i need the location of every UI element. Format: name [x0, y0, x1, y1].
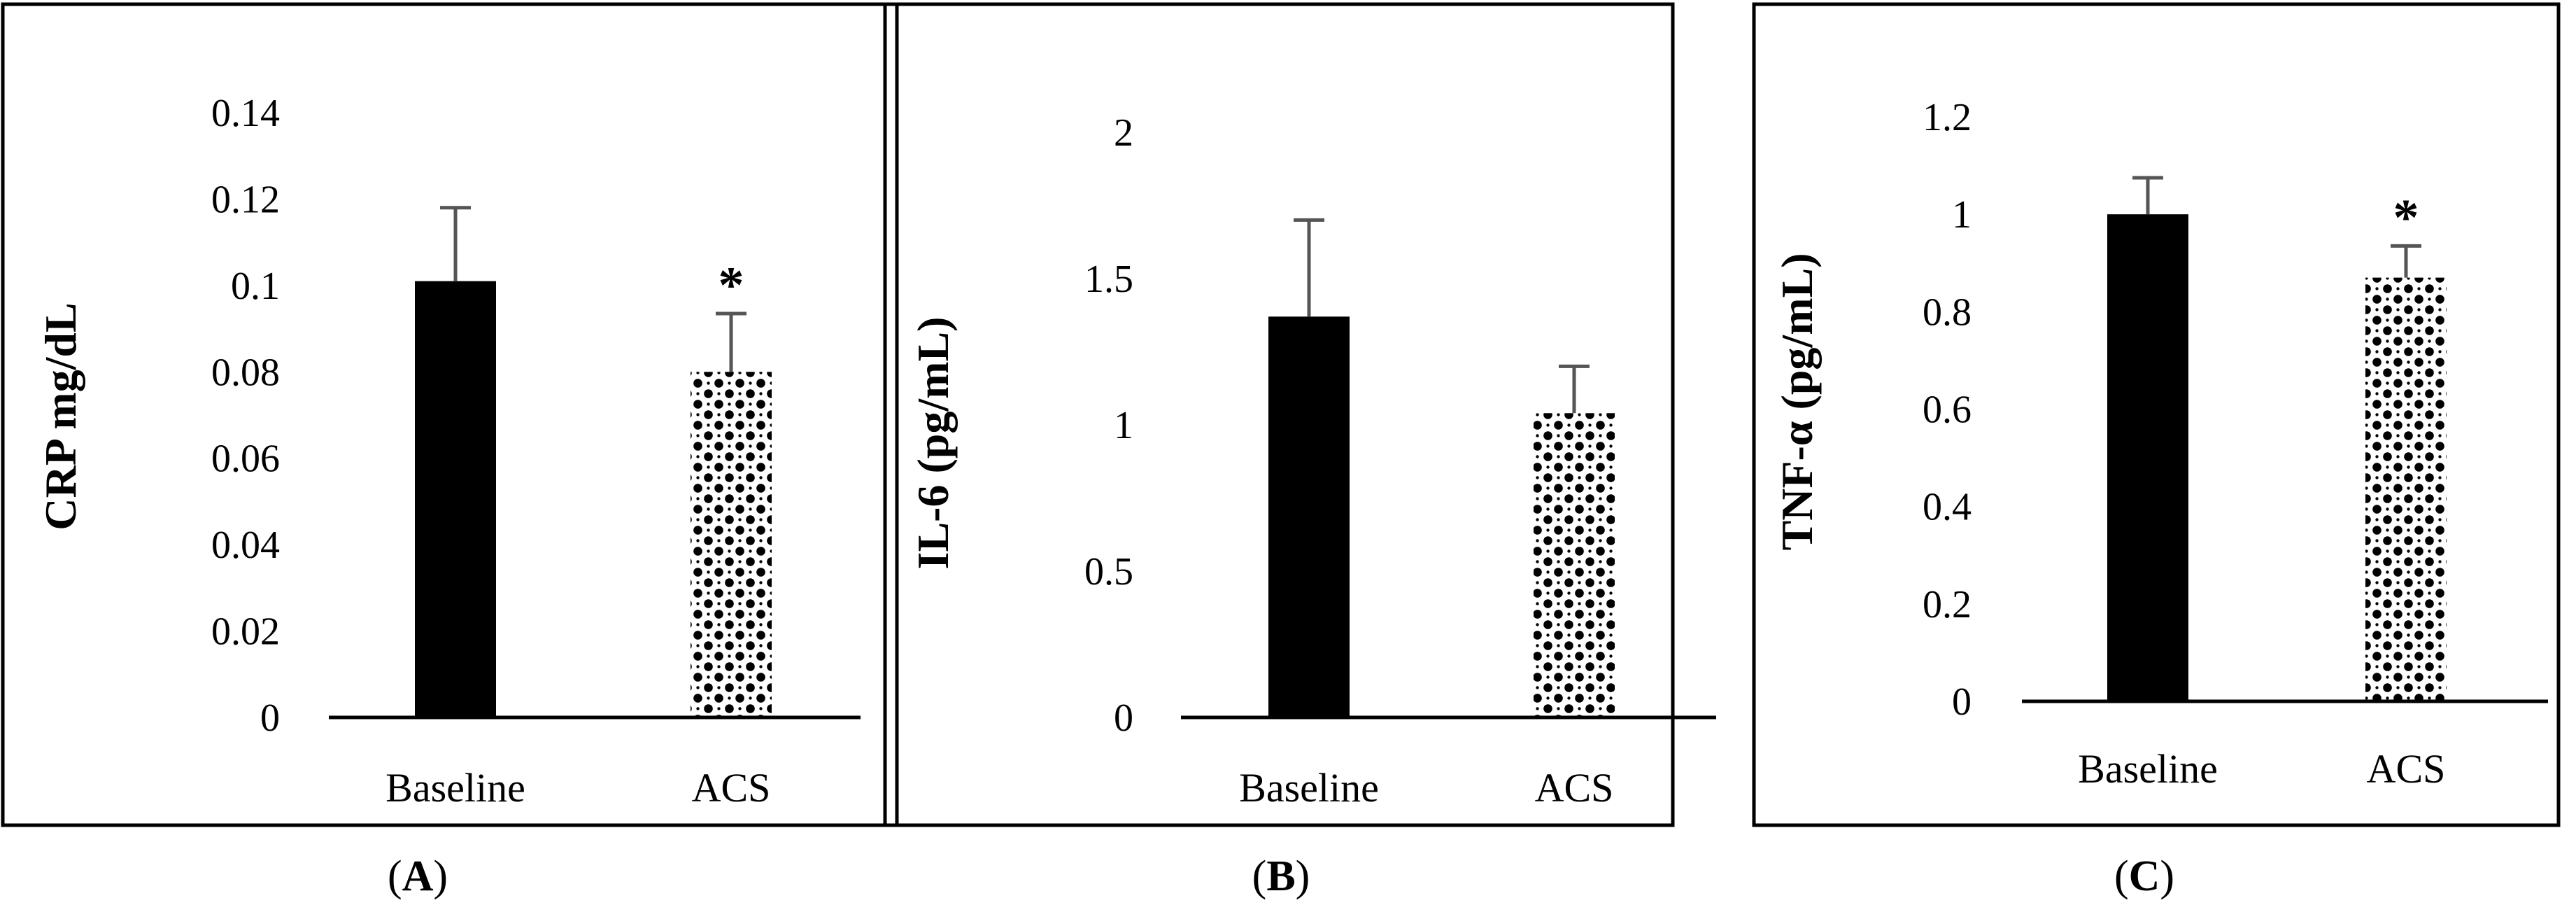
y-tick-label: 0.8 [1923, 290, 1972, 334]
y-tick-label: 0.02 [211, 610, 280, 654]
significance-marker: * [719, 257, 744, 314]
x-category-label: Baseline [1239, 765, 1379, 811]
bar-acs [1534, 413, 1615, 717]
x-category-label: Baseline [2078, 746, 2218, 792]
panel-frame [1752, 2, 2561, 827]
significance-marker: * [2393, 189, 2419, 246]
y-tick-label: 0.1 [231, 265, 280, 308]
chart-panel-b: 0 0.5 1 1.5 2 IL-6 (pg/mL) Baseline ACS [883, 2, 1716, 827]
y-tick-label: 0.6 [1923, 388, 1972, 432]
bar-acs [2365, 277, 2447, 701]
panel-letter: B [1266, 853, 1295, 900]
y-axis-title: TNF-α (pg/mL) [1772, 253, 1822, 550]
y-tick-label: 2 [1114, 111, 1133, 155]
x-category-label: Baseline [385, 765, 525, 811]
y-tick-label: 1 [1952, 193, 1972, 237]
chart-panel-a: 0 0.02 0.04 0.06 0.08 0.1 0.12 0.14 CRP mg/dL Bas… [1, 2, 899, 827]
y-tick-label: 0.2 [1923, 583, 1972, 626]
bar-baseline [1268, 316, 1350, 718]
y-tick-label: 0 [260, 696, 280, 740]
y-axis-title: CRP mg/dL [36, 302, 85, 530]
panel-frame [1, 2, 899, 827]
y-tick-label: 0 [1952, 680, 1972, 724]
panel-caption: (C) [2114, 853, 2174, 900]
y-tick-label: 0.06 [211, 437, 280, 481]
y-tick-label: 0.14 [211, 92, 280, 135]
y-tick-label: 0 [1114, 696, 1133, 740]
panel-letter: C [2129, 853, 2160, 900]
x-category-label: ACS [692, 765, 771, 811]
x-category-label: ACS [1535, 765, 1614, 811]
y-tick-label: 0.4 [1923, 486, 1972, 529]
y-tick-label: 1 [1114, 404, 1133, 447]
panel-letter: A [402, 853, 434, 900]
y-tick-label: 0.5 [1084, 550, 1133, 594]
y-tick-label: 0.08 [211, 351, 280, 394]
bar-baseline [415, 281, 496, 718]
bar-acs [691, 372, 772, 717]
x-category-label: ACS [2367, 746, 2446, 792]
y-axis-title: IL-6 (pg/mL) [908, 317, 958, 570]
chart-panel-c: 0 0.2 0.4 0.6 0.8 1 1.2 TNF-α (pg/mL) Baseline * A… [1752, 2, 2561, 827]
panel-caption: (B) [1252, 853, 1310, 900]
y-tick-label: 0.04 [211, 524, 280, 567]
y-tick-label: 1.2 [1923, 96, 1972, 139]
panel-frame [883, 2, 1675, 827]
panel-caption: (A) [388, 853, 448, 900]
y-tick-label: 0.12 [211, 178, 280, 221]
y-tick-label: 1.5 [1084, 258, 1133, 301]
bar-baseline [2107, 214, 2188, 702]
